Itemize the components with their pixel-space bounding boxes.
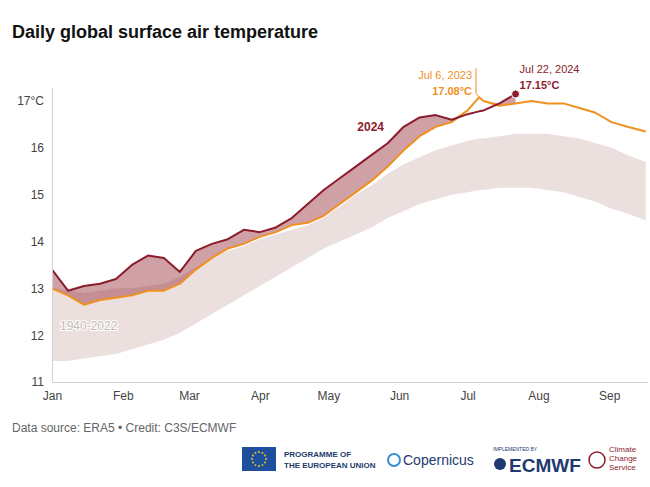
ecmwf-icon	[494, 458, 506, 470]
x-tick: Jun	[390, 382, 409, 403]
annotation-value: 17.08°C	[432, 85, 472, 97]
y-tick-label: 16	[31, 141, 45, 155]
c3s-icon	[589, 452, 605, 468]
y-tick: 14	[31, 235, 52, 249]
x-tick: Feb	[113, 382, 134, 403]
eu-star	[255, 464, 257, 466]
y-axis: 11 12 13 14 15 16 17°C	[17, 88, 52, 390]
eu-star	[264, 455, 266, 457]
eu-star	[262, 464, 264, 466]
x-axis-line	[53, 382, 649, 383]
y-tick-label: 13	[31, 282, 45, 296]
series-line	[52, 97, 646, 304]
eu-flag	[242, 447, 276, 471]
x-tick-label: Mar	[179, 389, 200, 403]
copernicus-icon	[388, 454, 400, 466]
x-tick: Mar	[179, 382, 200, 403]
eu-star	[251, 458, 253, 460]
x-tick-label: Aug	[528, 389, 549, 403]
plot-area	[52, 94, 646, 361]
chart-container: Daily global surface air temperature Jan F…	[0, 0, 650, 487]
x-tick-label: Jun	[390, 389, 409, 403]
eu-star	[258, 451, 260, 453]
eu-star	[265, 458, 267, 460]
x-tick-label: Jan	[43, 389, 62, 403]
c3s-text: Climate	[609, 445, 637, 454]
chart-title: Daily global surface air temperature	[12, 22, 318, 42]
x-tick-label: Jul	[460, 389, 475, 403]
y-tick-label: 12	[31, 329, 45, 343]
implemented-by-text: IMPLEMENTED BY	[493, 446, 538, 452]
y-tick: 13	[31, 282, 52, 296]
c3s-text: Change	[609, 454, 638, 463]
x-tick: Apr	[251, 382, 270, 403]
eu-star	[264, 462, 266, 464]
y-tick: 12	[31, 329, 52, 343]
annotation-label: Jul 22, 2024	[520, 63, 580, 75]
x-tick: May	[317, 382, 340, 403]
annotation-label: Jul 6, 2023	[418, 69, 472, 81]
x-tick: Jan	[43, 382, 62, 403]
series-label: 1940-2022	[60, 319, 118, 333]
y-axis-line	[52, 88, 53, 383]
y-tick-label: 15	[31, 188, 45, 202]
eu-star	[252, 455, 254, 457]
chart-svg: Daily global surface air temperature Jan F…	[0, 0, 650, 487]
y-tick-label: 17°C	[17, 94, 44, 108]
eu-text: PROGRAMME OF	[284, 450, 351, 459]
x-tick-label: Apr	[251, 389, 270, 403]
series-label: 2024	[357, 120, 384, 134]
x-tick-label: Feb	[113, 389, 134, 403]
c3s-text: Service	[609, 463, 636, 472]
y-tick: 15	[31, 188, 52, 202]
y-tick: 16	[31, 141, 52, 155]
series-line	[52, 94, 516, 291]
difference-shading	[52, 94, 516, 305]
footer-logos: PROGRAMME OF THE EUROPEAN UNION Copernicus…	[242, 445, 638, 476]
eu-star	[255, 452, 257, 454]
annotation-value: 17.15°C	[520, 79, 560, 91]
copernicus-text: Copernicus	[403, 452, 474, 468]
y-tick: 11	[32, 375, 52, 389]
y-tick-label: 14	[31, 235, 45, 249]
x-tick: Aug	[528, 382, 549, 403]
eu-star	[262, 452, 264, 454]
x-tick-label: May	[317, 389, 340, 403]
eu-text: THE EUROPEAN UNION	[284, 461, 376, 470]
source-note: Data source: ERA5 • Credit: C3S/ECMWF	[12, 421, 236, 435]
x-tick: Jul	[460, 382, 475, 403]
ecmwf-text: ECMWF	[509, 455, 581, 476]
historical-band	[52, 134, 646, 361]
eu-star	[258, 465, 260, 467]
annotation-connector	[476, 68, 479, 97]
x-tick-label: Sep	[599, 389, 621, 403]
y-tick-label: 11	[32, 375, 45, 389]
y-tick: 17°C	[17, 94, 52, 108]
eu-star	[252, 462, 254, 464]
x-tick: Sep	[599, 382, 621, 403]
x-axis: Jan Feb Mar Apr May Jun Jul Aug Sep	[43, 382, 649, 403]
annotation-marker	[512, 90, 520, 98]
